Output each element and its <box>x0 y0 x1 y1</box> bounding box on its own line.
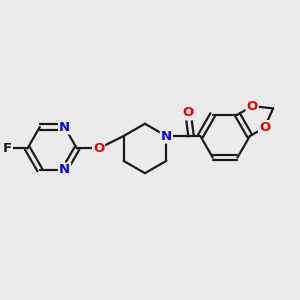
Text: N: N <box>161 130 172 142</box>
Text: N: N <box>59 164 70 176</box>
Text: O: O <box>182 106 194 119</box>
Text: N: N <box>59 121 70 134</box>
Text: O: O <box>259 121 270 134</box>
Text: O: O <box>247 100 258 113</box>
Text: O: O <box>93 142 104 155</box>
Text: F: F <box>3 142 12 155</box>
